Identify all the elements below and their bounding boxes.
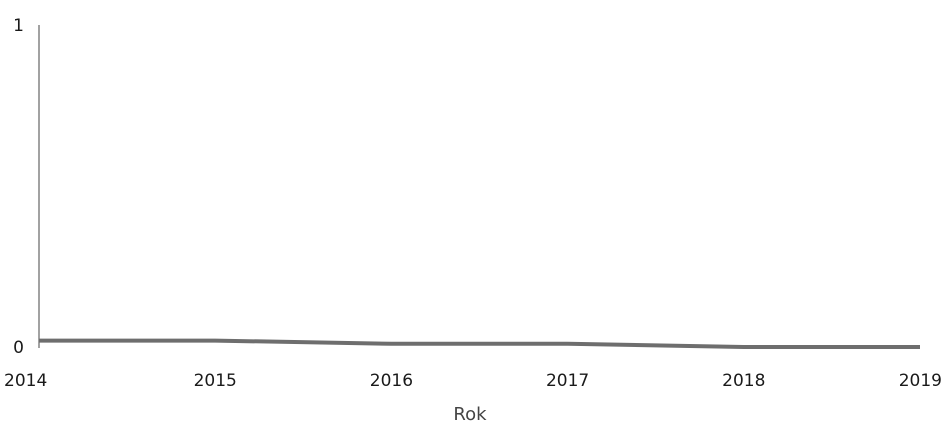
x-tick-label: 2018	[722, 371, 765, 391]
y-tick-labels: 01	[13, 16, 24, 358]
x-axis-title: Rok	[453, 404, 487, 425]
x-tick-label: 2015	[194, 371, 237, 391]
x-tick-label: 2014	[4, 371, 47, 391]
series-layer	[39, 338, 920, 349]
x-tick-labels: 2014 2015 2016 2017 2018 2019	[4, 371, 942, 391]
x-tick-label: 2017	[546, 371, 589, 391]
x-tick-label: 2016	[370, 371, 413, 391]
y-tick-label: 0	[13, 338, 24, 358]
y-tick-label: 1	[13, 16, 24, 36]
x-tick-label: 2019	[899, 371, 942, 391]
series-line-1	[39, 338, 920, 349]
